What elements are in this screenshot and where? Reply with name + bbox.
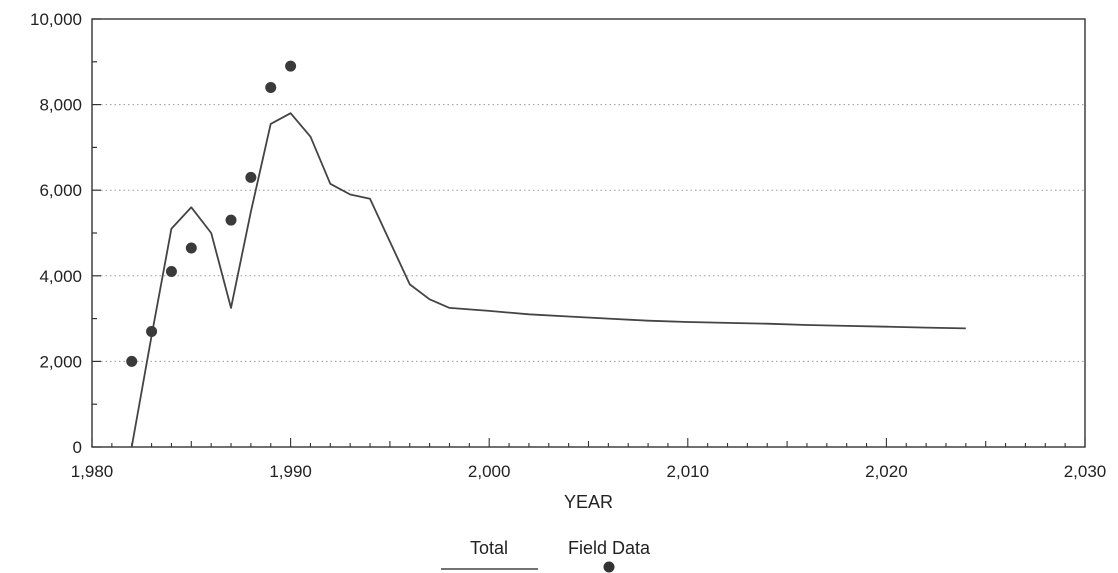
legend-field-data-marker bbox=[603, 561, 615, 573]
legend-total-label: Total bbox=[470, 538, 508, 558]
x-tick-label-0: 1,980 bbox=[71, 462, 114, 481]
x-axis-ticks: 1,980 1,990 2,000 2,010 2,020 2,030 bbox=[71, 438, 1107, 481]
y-tick-label-5: 10,000 bbox=[30, 10, 82, 29]
x-tick-label-1: 1,990 bbox=[269, 462, 312, 481]
series-layer bbox=[126, 60, 966, 448]
legend: Total Field Data bbox=[441, 538, 651, 573]
y-tick-label-1: 2,000 bbox=[39, 352, 82, 371]
x-tick-label-2: 2,000 bbox=[468, 462, 511, 481]
x-axis-title: YEAR bbox=[564, 492, 613, 512]
y-tick-label-3: 6,000 bbox=[39, 181, 82, 200]
legend-field-data-label: Field Data bbox=[568, 538, 651, 558]
gridlines bbox=[92, 104, 1085, 362]
x-tick-label-5: 2,030 bbox=[1064, 462, 1107, 481]
field-data-point bbox=[225, 214, 237, 226]
y-tick-label-4: 8,000 bbox=[39, 96, 82, 115]
x-tick-label-4: 2,020 bbox=[865, 462, 908, 481]
y-tick-label-0: 0 bbox=[73, 438, 82, 457]
field-data-point bbox=[245, 171, 257, 183]
plot-frame bbox=[91, 18, 1086, 448]
y-axis-ticks: 0 2,000 4,000 6,000 8,000 10,000 bbox=[30, 10, 101, 457]
field-data-point bbox=[146, 325, 158, 337]
field-data-point bbox=[285, 60, 297, 72]
x-tick-label-3: 2,010 bbox=[667, 462, 710, 481]
field-data-point bbox=[265, 81, 277, 93]
field-data-point bbox=[185, 242, 197, 254]
y-tick-label-2: 4,000 bbox=[39, 267, 82, 286]
field-data-point bbox=[126, 355, 138, 367]
total-series-line bbox=[130, 112, 966, 448]
field-data-point bbox=[165, 266, 177, 278]
